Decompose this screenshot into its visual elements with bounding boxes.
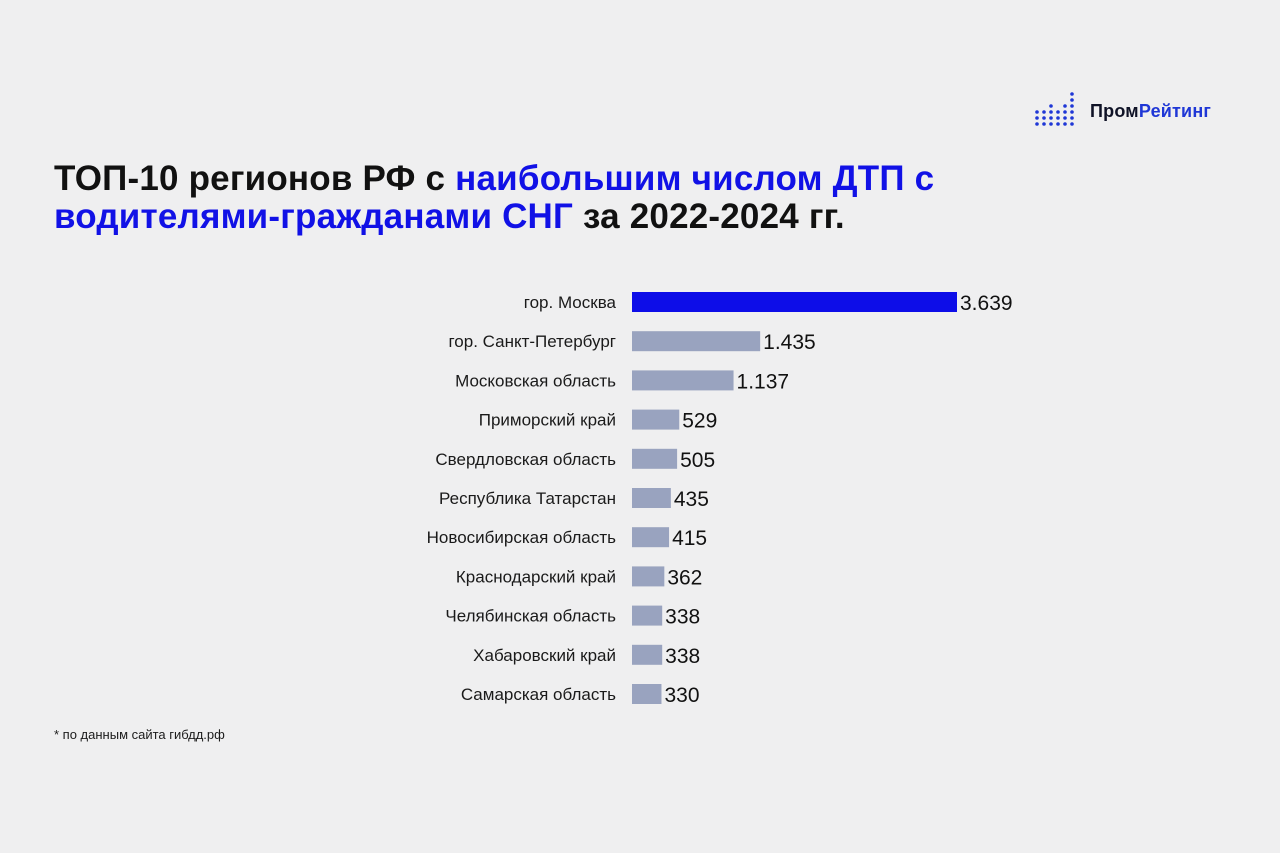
brand-name-part1: Пром [1090,101,1139,121]
value-label: 1.435 [763,331,816,354]
category-label: Новосибирская область [427,528,616,547]
category-label: Хабаровский край [473,646,616,665]
category-label: Московская область [455,371,616,390]
category-label: гор. Москва [524,293,617,312]
bar-chart: гор. Москва 3.639 гор. Санкт-Петербург 1.43… [427,292,1013,707]
category-label: Краснодарский край [456,567,616,586]
title-part3: за 2022-2024 гг. [573,197,845,236]
category-label: Республика Татарстан [439,489,616,508]
bar [632,370,734,391]
brand-logo: ПромРейтинг [1034,92,1211,130]
brand-name: ПромРейтинг [1090,102,1211,120]
value-label: 435 [674,488,709,511]
category-label: Самарская область [461,685,616,704]
value-label: 505 [680,449,715,472]
value-label: 3.639 [960,292,1013,315]
category-label: Челябинская область [445,607,616,626]
category-label: Приморский край [479,411,616,430]
bar [632,331,761,352]
bar [632,566,665,587]
bar-dots-icon [1035,92,1074,126]
page-title: ТОП-10 регионов РФ с наибольшим числом Д… [54,160,1034,236]
value-label: 338 [665,645,700,668]
title-highlight: наибольшим числом ДТП с водителями-гражд… [54,159,935,236]
bar [632,684,662,704]
brand-name-part2: Рейтинг [1138,101,1212,121]
category-label: Свердловская область [435,450,616,469]
bar [632,527,670,548]
footnote: * по данным сайта гибдд.рф [54,727,225,742]
title-part1: ТОП-10 регионов РФ с [54,159,456,198]
value-label: 338 [665,606,700,629]
value-label: 330 [664,684,699,707]
category-label: гор. Санкт-Петербург [448,332,616,351]
bar [632,409,680,430]
bar [632,292,957,312]
bar [632,488,671,508]
value-label: 1.137 [737,370,790,393]
bar [632,605,663,626]
value-label: 362 [667,566,702,589]
bar [632,644,663,665]
bar [632,448,678,469]
value-label: 415 [672,527,707,550]
value-label: 529 [682,410,717,433]
